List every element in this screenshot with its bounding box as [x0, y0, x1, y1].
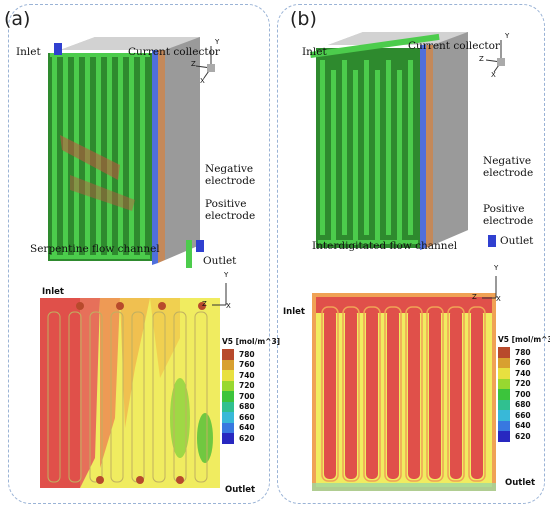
channel-label-b: Interdigitated flow channel	[312, 240, 458, 252]
outlet-label-b: Outlet	[500, 235, 534, 247]
legend-swatch	[498, 420, 510, 431]
panel-a-tag: (a)	[4, 8, 31, 30]
axis-z-b-top: Z	[479, 55, 484, 63]
contour-outlet-label-a: Outlet	[225, 485, 256, 495]
legend-value: 740	[239, 370, 255, 380]
negative-label-b: Negative electrode	[483, 155, 534, 179]
legend-swatch	[498, 410, 510, 421]
contour-b	[312, 293, 496, 491]
channel-label-a: Serpentine flow channel	[30, 243, 160, 255]
legend-value: 620	[515, 431, 531, 441]
inlet-label-a: Inlet	[16, 46, 41, 58]
negative-label-a: Negative electrode	[205, 163, 256, 187]
legend-value: 760	[239, 360, 255, 370]
axis-y-a-top: Y	[215, 38, 220, 46]
legend-entry: 680	[498, 399, 550, 410]
legend-value: 780	[239, 349, 255, 359]
axis-y-b-top: Y	[505, 32, 510, 40]
legend-entry: 780	[222, 349, 280, 360]
outlet-label-a: Outlet	[203, 255, 237, 267]
legend-value: 780	[515, 347, 531, 357]
legend-entry: 760	[498, 357, 550, 368]
battery-3d-a	[48, 37, 204, 268]
legend-swatch	[222, 370, 234, 381]
legend-swatch	[222, 422, 234, 433]
panel-b-tag: (b)	[290, 8, 317, 30]
legend-swatch	[498, 378, 510, 389]
legend-swatch	[498, 399, 510, 410]
legend-entry: 660	[222, 412, 280, 423]
axis-y-a-bottom: Y	[224, 271, 229, 279]
inlet-label-b: Inlet	[302, 46, 327, 58]
collector-label-b: Current collector	[408, 40, 500, 52]
legend-entry: 640	[222, 422, 280, 433]
legend-entry: 780	[498, 347, 550, 358]
panel-b	[277, 4, 545, 504]
legend-value: 680	[239, 402, 255, 412]
legend-entry: 740	[222, 370, 280, 381]
legend-title-b: V5 [mol/m^3]	[498, 335, 550, 344]
axis-x-a-top: X	[200, 77, 205, 85]
axis-z-a-top: Z	[191, 60, 196, 68]
battery-3d-b	[310, 32, 496, 250]
axis-triad-b-bottom	[482, 276, 497, 299]
legend-swatch	[498, 389, 510, 400]
legend-swatch	[222, 349, 234, 360]
legend-value: 680	[515, 400, 531, 410]
axis-x-b-bottom: X	[496, 295, 501, 303]
panel-a	[8, 4, 270, 504]
legend-entry: 700	[222, 391, 280, 402]
axis-z-a-bottom: Z	[202, 300, 207, 308]
legend-entry: 660	[498, 410, 550, 421]
legend-entry: 700	[498, 389, 550, 400]
contour-a	[40, 298, 220, 488]
axis-z-b-bottom: Z	[472, 293, 477, 301]
legend-value: 640	[515, 421, 531, 431]
axis-triad-a-top	[195, 46, 215, 79]
axis-triad-b-top	[485, 40, 505, 73]
legend-entry: 740	[498, 368, 550, 379]
contour-inlet-label-b: Inlet	[283, 307, 305, 317]
legend-swatch	[222, 380, 234, 391]
legend-entry: 720	[498, 378, 550, 389]
axis-y-b-bottom: Y	[494, 264, 499, 272]
legend-value: 760	[515, 358, 531, 368]
contour-inlet-label-a: Inlet	[42, 287, 64, 297]
legend-value: 740	[515, 368, 531, 378]
legend-entry: 640	[498, 420, 550, 431]
legend-value: 640	[239, 423, 255, 433]
legend-value: 700	[239, 391, 255, 401]
collector-label-a: Current collector	[128, 46, 220, 58]
positive-label-b: Positive electrode	[483, 203, 534, 227]
legend-a: V5 [mol/m^3] 780 760 740 720 700 680 660 640 620	[222, 337, 280, 444]
legend-swatch	[498, 431, 510, 442]
legend-value: 720	[239, 381, 255, 391]
legend-swatch	[222, 401, 234, 412]
legend-entry: 760	[222, 359, 280, 370]
legend-swatch	[498, 347, 510, 358]
axis-x-b-top: X	[491, 71, 496, 79]
legend-swatch	[222, 412, 234, 423]
legend-title-a: V5 [mol/m^3]	[222, 337, 281, 346]
contour-outlet-label-b: Outlet	[505, 478, 536, 488]
legend-value: 700	[515, 389, 531, 399]
legend-value: 660	[515, 410, 531, 420]
legend-swatch	[498, 357, 510, 368]
legend-swatch	[222, 433, 234, 444]
axis-x-a-bottom: X	[226, 302, 231, 310]
legend-value: 660	[239, 412, 255, 422]
axis-triad-a-bottom	[212, 283, 227, 306]
legend-swatch	[222, 391, 234, 402]
legend-entry: 620	[498, 431, 550, 442]
legend-value: 720	[515, 379, 531, 389]
legend-entry: 720	[222, 380, 280, 391]
positive-label-a: Positive electrode	[205, 198, 256, 222]
legend-entry: 620	[222, 433, 280, 444]
legend-value: 620	[239, 433, 255, 443]
legend-swatch	[498, 368, 510, 379]
legend-swatch	[222, 359, 234, 370]
legend-entry: 680	[222, 401, 280, 412]
